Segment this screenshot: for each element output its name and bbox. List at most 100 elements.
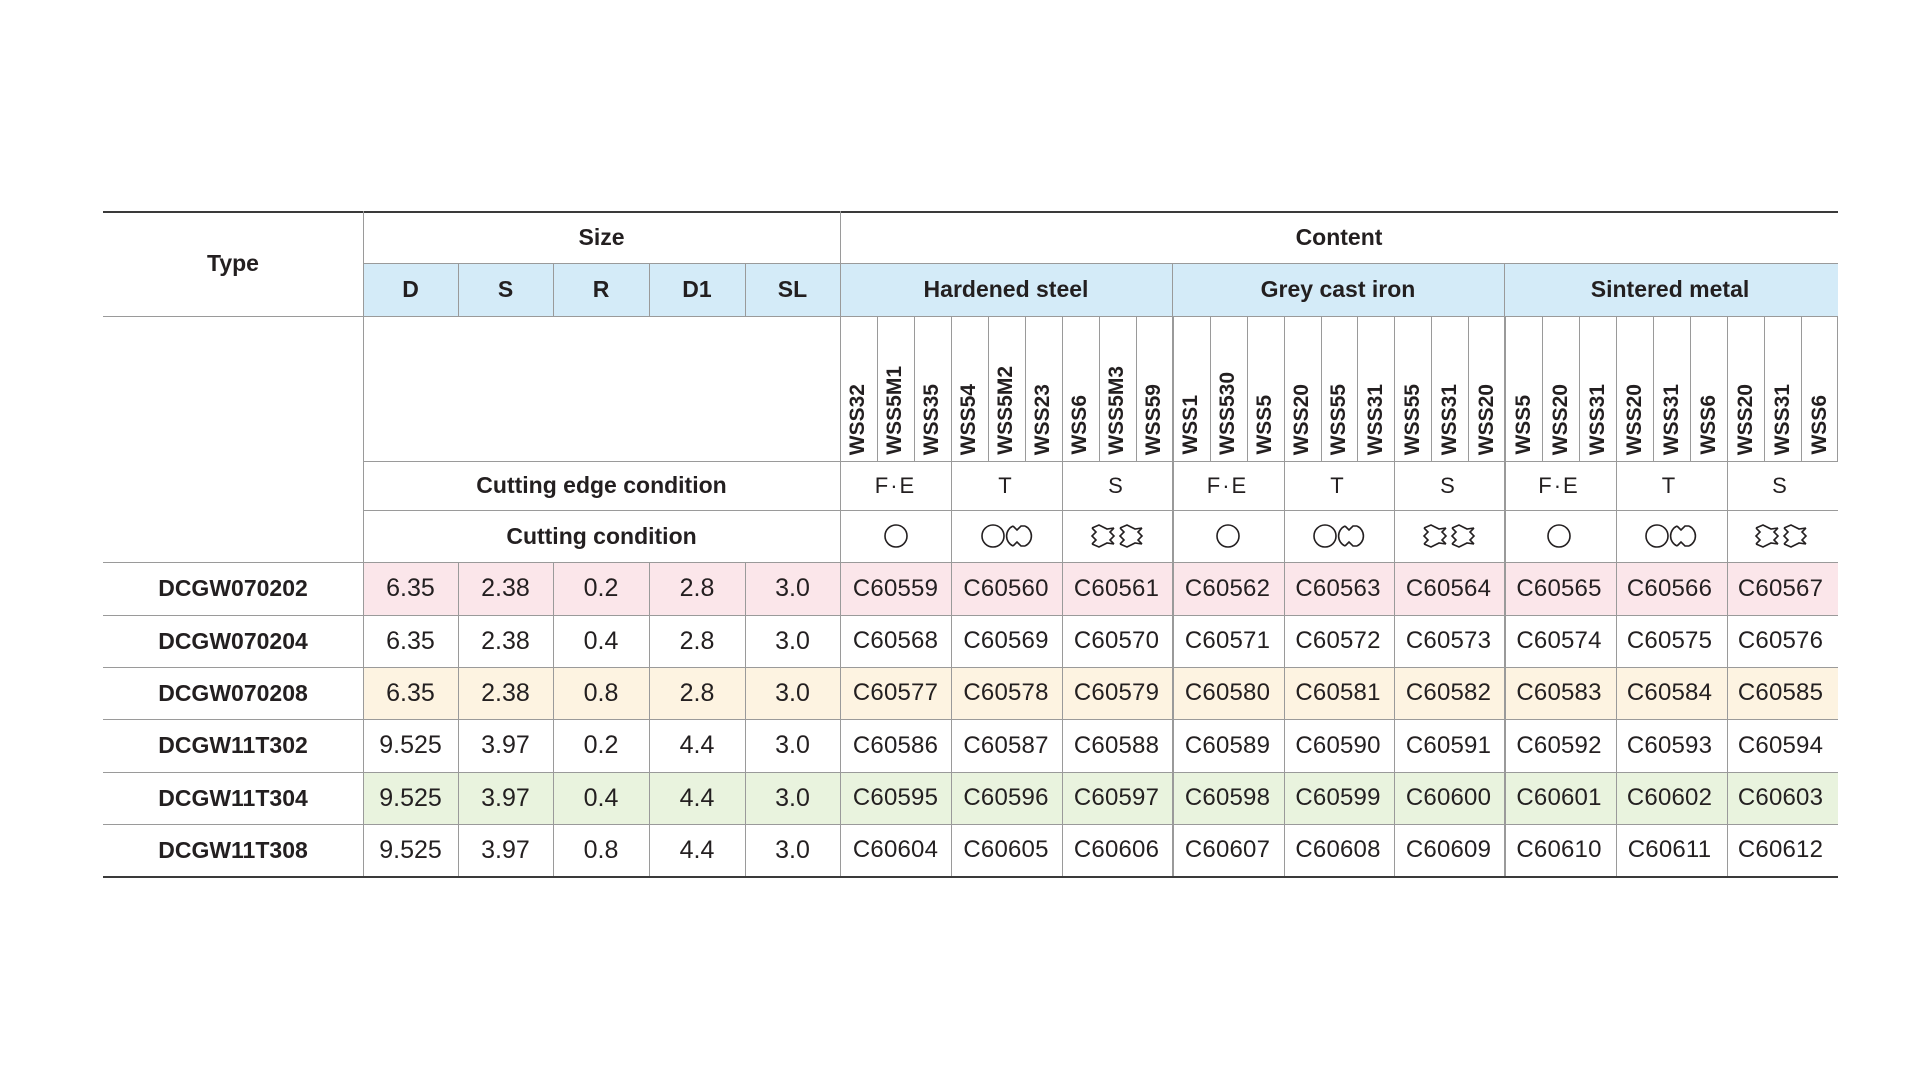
article-code: C60597 (1073, 784, 1160, 811)
row-type: DCGW070208 (158, 679, 308, 706)
row-background (363, 562, 1838, 615)
grade-code-label: WSS530 (1216, 372, 1240, 455)
article-code: C60609 (1405, 836, 1492, 863)
grade-code-label: WSS35 (920, 383, 944, 455)
size-value: 2.8 (679, 626, 715, 655)
grade-code: WSS31 (1579, 316, 1616, 461)
article-code: C60579 (1073, 679, 1160, 706)
size-value: 0.4 (583, 783, 619, 812)
article-code: C60575 (1626, 627, 1713, 654)
heavy-interrupted-mark (1422, 524, 1447, 548)
grade-code: WSS20 (1284, 316, 1321, 461)
article-code: C60560 (963, 574, 1049, 602)
size-value: 3.0 (775, 626, 810, 655)
size-column-sl: SL (745, 263, 840, 316)
article-code: C60585 (1737, 679, 1824, 706)
grade-code: WSS6 (1062, 316, 1099, 461)
column-rule (1209, 316, 1211, 461)
size-column-d: D (402, 276, 419, 302)
cutting-condition-label: Cutting condition (506, 522, 697, 549)
row-background (363, 667, 1838, 719)
article-code: C60567 (1737, 574, 1824, 602)
column-rule (1837, 316, 1838, 461)
column-rule (987, 316, 989, 461)
article-code: C60611 (1627, 836, 1712, 863)
circle-mark (1644, 524, 1669, 548)
column-rule (840, 211, 841, 876)
grade-code: WSS31 (1357, 316, 1394, 461)
size-value: 0.8 (583, 835, 619, 864)
heavy-interrupted-mark (1450, 524, 1475, 548)
circle-mark (981, 524, 1005, 548)
column-rule (1542, 316, 1544, 461)
material-header: Hardened steel (923, 276, 1089, 302)
circle-mark (1547, 524, 1571, 548)
edge-condition: S (1108, 472, 1125, 498)
article-code: C60600 (1405, 784, 1492, 811)
column-rule (1801, 316, 1803, 461)
column-rule (553, 263, 554, 316)
content-header: Content (1295, 223, 1383, 250)
article-code: C60608 (1295, 836, 1381, 863)
header-band (363, 263, 1838, 316)
article-code: C60588 (1073, 731, 1160, 759)
row-rule (103, 719, 1838, 720)
size-value: 3.97 (481, 835, 530, 864)
column-rule (458, 263, 459, 316)
grade-code-label: WSS20 (1290, 383, 1314, 455)
row-background (363, 719, 1838, 772)
size-value: 4.4 (679, 731, 715, 759)
size-value: 2.38 (481, 678, 530, 707)
grade-code-label: WSS31 (1437, 383, 1461, 455)
article-code: C60607 (1184, 836, 1271, 863)
grade-code: WSS54 (951, 316, 988, 461)
row-rule (363, 263, 1838, 264)
grade-code: WSS5 (1247, 316, 1284, 461)
row-rule (363, 510, 1838, 511)
heavy-interrupted-icon (1061, 510, 1172, 562)
size-value: 0.8 (583, 678, 619, 707)
grade-code: WSS530 (1210, 316, 1247, 461)
article-code: C60596 (963, 784, 1049, 811)
edge-condition: T (1330, 472, 1346, 498)
grade-code-label: WSS31 (1770, 383, 1794, 455)
size-value: 0.2 (583, 731, 619, 759)
grade-code-label: WSS20 (1548, 383, 1572, 455)
column-rule (458, 562, 459, 876)
article-code: C60574 (1516, 627, 1602, 654)
article-code: C60583 (1516, 679, 1602, 706)
article-code: C60591 (1405, 731, 1492, 759)
size-value: 3.0 (775, 731, 810, 759)
column-rule (1764, 316, 1766, 461)
grade-code-label: WSS6 (1696, 395, 1720, 455)
column-rule (1246, 316, 1248, 461)
heavy-interrupted-icon (1725, 510, 1836, 562)
grade-code-label: WSS31 (1585, 383, 1609, 455)
column-rule (649, 562, 650, 876)
row-rule (103, 667, 1838, 668)
grade-code-label: WSS32 (846, 383, 870, 455)
grade-code: WSS31 (1653, 316, 1690, 461)
column-rule (1135, 316, 1137, 461)
grade-code: WSS20 (1542, 316, 1579, 461)
column-rule (950, 316, 952, 876)
row-rule (103, 562, 1838, 563)
type-header: Type (207, 250, 259, 276)
size-value: 9.525 (379, 783, 442, 812)
heavy-interrupted-icon (1393, 510, 1504, 562)
column-rule (1579, 316, 1581, 461)
column-rule (1504, 263, 1505, 876)
column-rule (1098, 316, 1100, 461)
size-header: Size (578, 223, 625, 250)
column-rule (913, 316, 915, 461)
grade-code: WSS5M2 (988, 316, 1025, 461)
article-code: C60601 (1516, 784, 1602, 811)
grade-code-label: WSS5 (1511, 395, 1535, 455)
circle-icon (840, 510, 951, 562)
article-code: C60592 (1516, 731, 1602, 759)
article-code: C60604 (852, 836, 939, 863)
article-code: C60582 (1405, 679, 1492, 706)
article-code: C60586 (852, 731, 939, 759)
grade-code: WSS5M3 (1099, 316, 1136, 461)
interrupted-mark (1337, 525, 1365, 547)
